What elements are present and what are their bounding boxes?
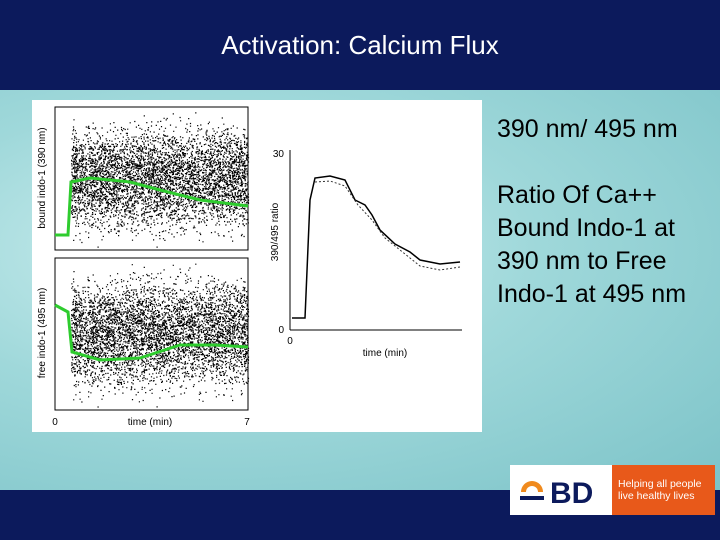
y-tick-label: 30	[273, 149, 285, 160]
green-trace	[54, 303, 249, 362]
x-tick-label: 0	[287, 336, 293, 347]
x-tick-label: 0	[52, 417, 58, 428]
x-tick-label: 7	[244, 417, 250, 428]
paragraph: 390 nm/ 495 nm	[497, 115, 678, 143]
logo-brand: BD	[550, 477, 593, 510]
logo-icon	[520, 481, 544, 505]
body-text: 390 nm/ 495 nm Ratio Of Ca++ Bound Indo-…	[497, 113, 712, 344]
logo-tagline-box	[612, 465, 715, 515]
scatter-dots	[71, 112, 250, 248]
ratio-trace	[292, 175, 461, 319]
x-axis-label: time (min)	[128, 417, 172, 428]
header-band: Activation: Calcium Flux	[0, 0, 720, 90]
figure-panel	[32, 100, 482, 432]
y-axis-label: 390/495 ratio	[270, 202, 281, 261]
scatter-noise	[71, 112, 250, 408]
logo-tagline: Helping all people live healthy lives	[618, 478, 702, 502]
slide-title: Activation: Calcium Flux	[221, 30, 499, 60]
plot-frame	[54, 106, 249, 251]
y-axis-label: free indo-1 (495 nm)	[37, 288, 48, 379]
plot-frame	[54, 257, 249, 411]
logo-tagline-wrap: Helping all people live healthy lives	[618, 478, 702, 502]
paragraph: Ratio Of Ca++ Bound Indo-1 at 390 nm to …	[497, 181, 687, 308]
ratio-trace	[314, 180, 461, 271]
y-tick-label: 0	[278, 325, 284, 336]
x-axis-label: time (min)	[363, 348, 407, 359]
green-trace	[55, 176, 249, 237]
y-axis-label: bound indo-1 (390 nm)	[37, 127, 48, 228]
scatter-dots	[71, 263, 250, 408]
